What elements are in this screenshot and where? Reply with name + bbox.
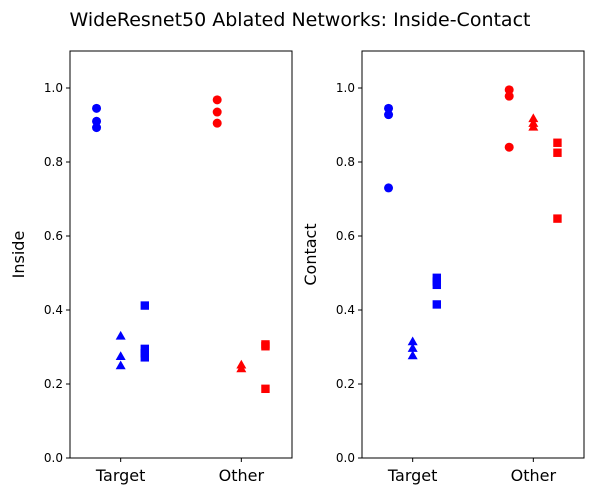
data-point-square (140, 344, 150, 354)
y-tick-label: 0.6 (336, 229, 355, 243)
data-point-square (553, 148, 562, 157)
data-point-triangle (115, 351, 126, 360)
data-point-circle (384, 183, 394, 193)
data-point-triangle (236, 363, 247, 373)
data-point-circle (504, 142, 514, 152)
data-point-square (140, 353, 150, 362)
y-tick-label: 0.2 (44, 377, 63, 391)
inside-chart: 0.0 0.2 0.4 0.6 0.8 1.0 Target Other Inside (9, 50, 293, 485)
data-point-circle (92, 123, 102, 133)
data-point-square (553, 214, 562, 223)
data-point-square (261, 384, 270, 394)
x-tick-label: Other (219, 466, 265, 485)
data-point-circle (212, 107, 222, 117)
data-point-circle (384, 103, 394, 113)
data-point-circle (504, 85, 514, 95)
figure-title: WideResnet50 Ablated Networks: Inside-Co… (70, 9, 531, 31)
y-tick-label: 0.8 (44, 155, 63, 169)
data-point-triangle (407, 343, 418, 352)
data-point-square (553, 138, 562, 147)
y-axis-label: Contact (301, 223, 320, 285)
data-point-triangle (528, 113, 539, 123)
y-tick-label: 0.8 (336, 155, 355, 169)
y-tick-label: 0.0 (44, 451, 63, 465)
y-tick-label: 0.4 (336, 303, 355, 317)
data-point-square (140, 301, 150, 310)
data-point-square (261, 342, 270, 351)
x-tick-label: Target (95, 466, 146, 485)
x-tick-label: Target (387, 466, 438, 485)
y-tick-label: 1.0 (44, 81, 63, 95)
data-point-circle (504, 91, 514, 101)
data-point-circle (92, 103, 102, 113)
y-tick-label: 0.0 (336, 451, 355, 465)
contact-chart: 0.0 0.2 0.4 0.6 0.8 1.0 Target Other Contact (301, 50, 585, 485)
y-tick-label: 0.6 (44, 229, 63, 243)
y-axis-label: Inside (9, 231, 28, 279)
data-point-square (432, 280, 442, 290)
data-point-triangle (528, 121, 539, 131)
x-tick-label: Other (511, 466, 557, 485)
data-point-triangle (115, 330, 126, 340)
plot-frame (361, 50, 585, 459)
data-point-triangle (407, 350, 418, 360)
data-point-circle (212, 118, 222, 128)
data-point-circle (384, 110, 394, 120)
plot-frame (69, 50, 293, 459)
y-tick-label: 0.4 (44, 303, 63, 317)
data-point-triangle (407, 336, 418, 346)
data-point-triangle (115, 360, 126, 370)
y-tick-label: 1.0 (336, 81, 355, 95)
data-point-circle (92, 116, 102, 126)
y-tick-label: 0.2 (336, 377, 355, 391)
data-point-circle (212, 95, 222, 105)
data-point-square (432, 300, 442, 309)
